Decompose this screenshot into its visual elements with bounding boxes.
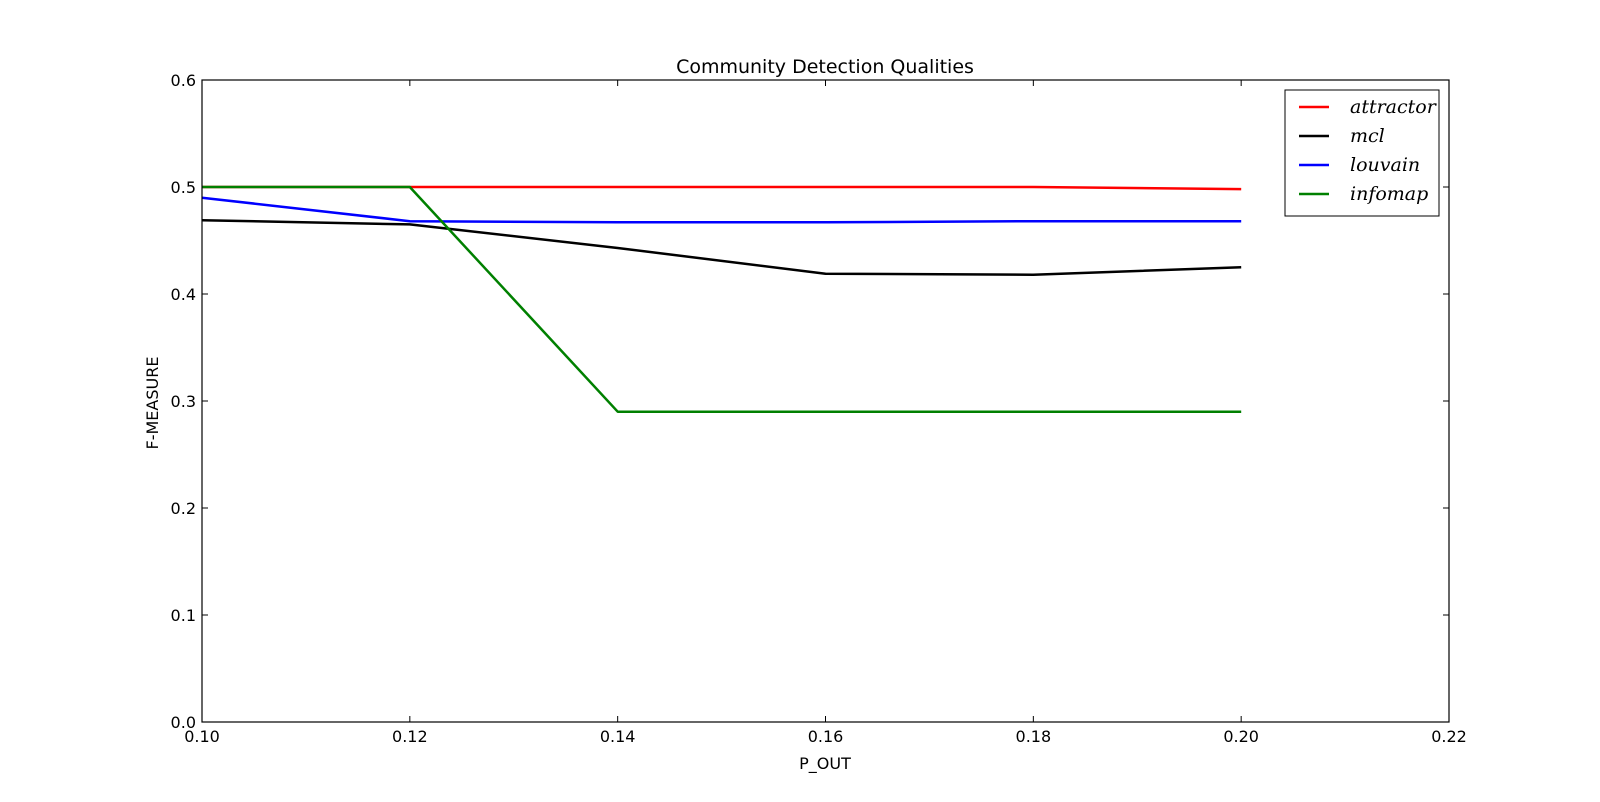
series-layer [201, 185, 1242, 413]
x-tick-label: 0.10 [184, 727, 220, 746]
series-line-louvain [201, 196, 1242, 224]
y-tick-label: 0.4 [171, 285, 196, 304]
y-tick-label: 0.6 [171, 71, 196, 90]
chart-title: Community Detection Qualities [676, 56, 974, 78]
plot-frame [201, 79, 1450, 723]
x-tick-label: 0.18 [1016, 727, 1052, 746]
legend-label-attractor: attractor [1350, 96, 1438, 118]
series-line-infomap [202, 185, 1242, 413]
legend-label-infomap: infomap [1350, 183, 1428, 205]
series-line-mcl [201, 218, 1242, 276]
y-tick-label: 0.3 [171, 392, 196, 411]
x-tick-label: 0.12 [392, 727, 428, 746]
x-axis-label: P_OUT [799, 754, 851, 774]
y-tick-label: 0.5 [171, 178, 196, 197]
y-tick-label: 0.2 [171, 499, 196, 518]
legend-label-mcl: mcl [1350, 125, 1385, 147]
x-tick-label: 0.20 [1223, 727, 1259, 746]
legend: attractor mcl louvain infomap [1284, 89, 1440, 217]
x-tick-label: 0.16 [808, 727, 844, 746]
y-tick-label: 0.0 [171, 713, 196, 732]
y-axis-label: F-MEASURE [143, 357, 162, 450]
x-tick-label: 0.22 [1431, 727, 1467, 746]
y-tick-label: 0.1 [171, 606, 196, 625]
x-tick-label: 0.14 [600, 727, 636, 746]
ticks-layer: 0.10 0.12 0.14 0.16 0.18 0.20 0.22 0.0 0.1 0.2 0.3… [171, 71, 1467, 746]
legend-label-louvain: louvain [1350, 154, 1420, 176]
